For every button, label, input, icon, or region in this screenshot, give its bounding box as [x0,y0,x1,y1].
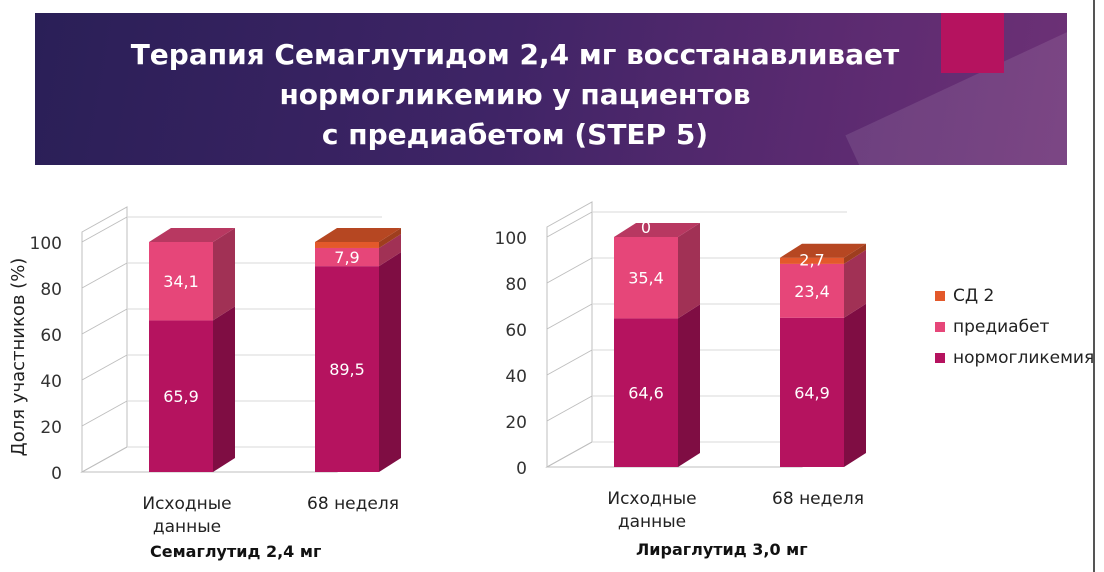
x-tick-label: данные [153,517,221,537]
data-label: 64,6 [628,384,664,403]
legend-swatch-t2d [935,290,945,301]
data-label: 65,9 [163,387,199,406]
bar-top [614,223,700,237]
bar-side-t2d [844,243,866,264]
gridline [81,400,128,427]
side-wall [81,206,128,473]
data-label: 23,4 [794,282,830,301]
data-label: 89,5 [329,360,365,379]
gridline [546,395,593,422]
gridline [81,216,128,243]
y-tick-label: 40 [40,372,62,392]
bar-side-prediabetes [678,223,700,319]
y-tick-label: 60 [505,321,527,341]
bar-prediabetes [614,237,678,319]
edge-rule [1093,0,1095,572]
gridline [546,441,593,468]
chart-caption-liraglutide: Лираглутид 3,0 мг [636,540,808,559]
bar-prediabetes [149,242,213,321]
x-tick-label: Исходные [142,494,231,514]
y-tick-label: 100 [30,234,62,254]
y-tick-label: 100 [495,229,527,249]
y-tick-label: 80 [40,280,62,300]
data-label: 2,7 [799,251,824,270]
y-axis-label: Доля участников (%) [8,258,29,457]
x-tick-label: 68 неделя [307,494,399,514]
data-label: 7,9 [334,248,359,267]
bar-side-normoglycemia [678,304,700,467]
data-label: 35,4 [628,269,664,288]
bar-top [315,228,401,242]
bar-side-t2d [379,228,401,248]
gridline [81,262,128,289]
legend-swatch-prediabetes [935,321,945,332]
bar-side-prediabetes [379,233,401,267]
bar-side-normoglycemia [213,306,235,472]
data-label: 0 [641,218,651,237]
x-tick-label: Исходные [607,489,696,509]
bar-normoglycemia [780,317,844,467]
legend-label: нормогликемия [953,347,1095,368]
legend-item-t2d: СД 2 [935,280,1094,311]
bar-side-normoglycemia [844,303,866,467]
legend-item-prediabetes: предиабет [935,311,1094,342]
gridline [546,211,593,238]
legend-label: предиабет [953,316,1050,337]
y-tick-label: 0 [51,464,62,484]
bar-side-prediabetes [213,228,235,321]
y-tick-label: 20 [40,418,62,438]
accent-square [941,13,1004,73]
liraglutide-chart: 0 20 40 60 80 100 64,6 35,4 0 Исходные данные 64,9 2… [495,201,866,532]
bar-top [149,228,235,242]
data-label: 64,9 [794,383,830,402]
legend-item-normoglycemia: нормогликемия [935,342,1094,373]
chart-caption-semaglutide: Семаглутид 2,4 мг [150,542,322,561]
y-tick-label: 60 [40,326,62,346]
side-wall [546,201,593,468]
bar-normoglycemia [149,320,213,472]
gridline [546,257,593,284]
y-tick-label: 20 [505,413,527,433]
x-tick-label: данные [618,512,686,532]
bar-prediabetes [315,247,379,267]
bar-prediabetes [780,263,844,318]
data-label: 34,1 [163,272,199,291]
title-banner: Терапия Семаглутидом 2,4 мг восстанавлив… [35,13,1067,165]
bar-side-prediabetes [844,249,866,318]
y-tick-label: 40 [505,367,527,387]
legend-label: СД 2 [953,285,995,306]
y-tick-label: 80 [505,275,527,295]
slide-title: Терапия Семаглутидом 2,4 мг восстанавлив… [130,38,900,151]
gridline [546,349,593,376]
gridline [81,308,128,335]
gridline [81,354,128,381]
bar-t2d [780,257,844,264]
x-tick-label: 68 неделя [772,489,864,509]
gridline [546,303,593,330]
legend-swatch-normoglycemia [935,352,945,363]
legend: СД 2 предиабет нормогликемия [935,280,1094,373]
gridline [81,446,128,473]
bar-normoglycemia [614,318,678,467]
y-tick-label: 0 [516,459,527,479]
bar-t2d [315,242,379,248]
bar-side-normoglycemia [379,252,401,472]
bar-normoglycemia [315,266,379,472]
bar-top [780,243,866,258]
